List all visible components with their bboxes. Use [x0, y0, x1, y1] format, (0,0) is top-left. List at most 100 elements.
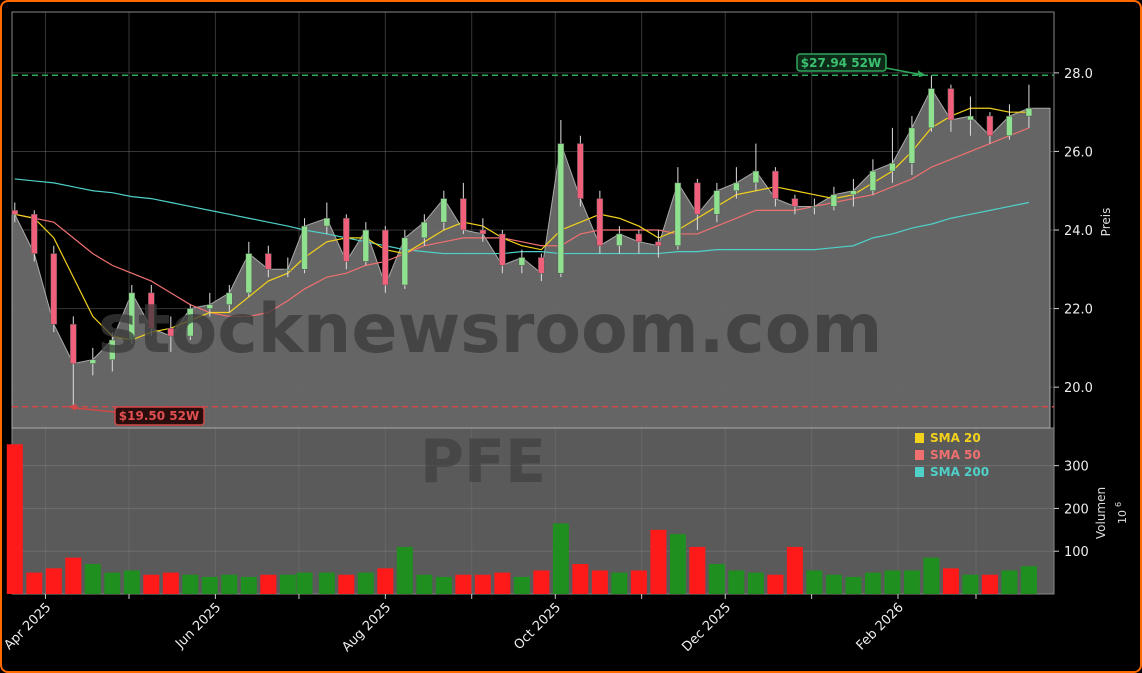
volume-bar	[864, 572, 881, 594]
x-tick-label: Feb 2026	[854, 600, 907, 653]
candle-body	[31, 214, 38, 254]
legend: SMA 20 SMA 50 SMA 200	[915, 431, 989, 479]
candle-body	[791, 198, 799, 207]
candle-body	[362, 229, 370, 262]
volume-axis-unit-exponent: 6	[1114, 502, 1123, 507]
volume-bar	[533, 570, 550, 594]
sma50-line	[14, 127, 1030, 318]
high-annotation-box	[796, 53, 887, 72]
volume-bar	[201, 576, 218, 594]
volume-axis-label: Volumen	[1094, 487, 1108, 539]
x-tick-label: Oct 2025	[511, 600, 564, 653]
price-tick-label: 28.0	[1064, 67, 1093, 82]
volume-bar	[318, 572, 335, 594]
watermark-ticker: PFE	[420, 427, 546, 497]
legend-swatch-sma50	[915, 450, 924, 460]
low-annotation-arrowhead	[67, 403, 77, 411]
candle-body	[401, 237, 409, 286]
candle-body	[128, 292, 136, 341]
candle-body	[616, 233, 623, 246]
volume-tick-label: 300	[1064, 460, 1089, 475]
candle-body	[752, 170, 760, 184]
price-tick-label: 20.0	[1064, 381, 1093, 396]
candle-body	[772, 170, 779, 199]
price-tick-label: 24.0	[1064, 224, 1093, 239]
candle-body	[206, 304, 214, 309]
candle-body	[187, 308, 194, 337]
volume-bar	[6, 444, 23, 594]
candle-body	[713, 190, 721, 215]
volume-axis-unit: 10	[1116, 510, 1129, 524]
volume-bar	[591, 570, 608, 594]
volume-bar	[572, 564, 589, 594]
volume-bar	[455, 574, 472, 594]
volume-bar	[767, 574, 784, 594]
candle-body	[499, 233, 506, 266]
high-annotation-label: $27.94 52W	[801, 56, 881, 70]
volume-bar	[806, 570, 823, 594]
volume-bar	[143, 574, 160, 594]
watermark-site: stocknewsroom.com	[98, 290, 883, 369]
price-tick-label: 26.0	[1064, 145, 1093, 160]
volume-tick-label: 200	[1064, 502, 1089, 517]
volume-bar	[296, 572, 313, 594]
volume-bar	[689, 546, 706, 594]
low-annotation-box	[114, 406, 205, 426]
candle-body	[343, 217, 350, 262]
volume-bar	[747, 572, 764, 594]
candle-body	[869, 170, 877, 191]
volume-bar	[377, 568, 394, 594]
x-tick-label: Dec 2025	[679, 600, 734, 655]
candle-body	[460, 198, 467, 231]
candle-body	[323, 217, 331, 227]
candle-body	[811, 206, 818, 208]
candle-body	[440, 198, 448, 223]
candle-body	[479, 229, 487, 235]
candle-body	[11, 210, 19, 215]
volume-bar	[786, 546, 803, 594]
sma20-line	[14, 107, 1029, 341]
volume-bar	[942, 568, 959, 594]
volume-bar	[357, 572, 374, 594]
volume-bar	[708, 564, 725, 594]
candle-body	[50, 253, 58, 325]
candle-body	[850, 190, 857, 195]
candle-body	[1006, 115, 1013, 136]
candle-body	[928, 88, 935, 129]
volume-bar	[162, 572, 179, 594]
volume-bar	[474, 574, 491, 594]
volume-bar	[923, 557, 940, 594]
candle-body	[265, 253, 272, 270]
price-tick-label: 22.0	[1064, 303, 1093, 318]
volume-bar	[630, 570, 647, 594]
candle-body	[70, 324, 77, 364]
candle-body	[1025, 107, 1033, 117]
volume-bar	[962, 574, 979, 594]
volume-bar	[182, 574, 199, 594]
candle-body	[967, 115, 974, 121]
candle-body	[655, 241, 662, 246]
x-tick-label: Apr 2025	[1, 600, 54, 653]
volume-bar	[435, 576, 452, 594]
candle-body	[109, 339, 116, 360]
candle-body	[596, 198, 604, 246]
candle-body	[421, 221, 428, 239]
high-annotation-arrowhead	[917, 70, 926, 78]
volume-bar	[981, 574, 998, 594]
candle-body	[89, 359, 97, 364]
volume-bar	[552, 523, 569, 594]
volume-bar	[513, 576, 530, 594]
volume-bar	[240, 576, 257, 594]
volume-bar	[903, 570, 920, 594]
close-area	[11, 87, 1051, 429]
x-tick-label: Aug 2025	[339, 600, 394, 655]
candle-body	[284, 269, 292, 271]
candle-body	[148, 292, 155, 329]
volume-bar	[338, 574, 355, 594]
volume-bar	[845, 576, 862, 594]
volume-bar	[260, 574, 277, 594]
low-annotation-arrow	[71, 407, 117, 413]
candle-body	[947, 88, 955, 121]
candle-body	[986, 115, 994, 136]
